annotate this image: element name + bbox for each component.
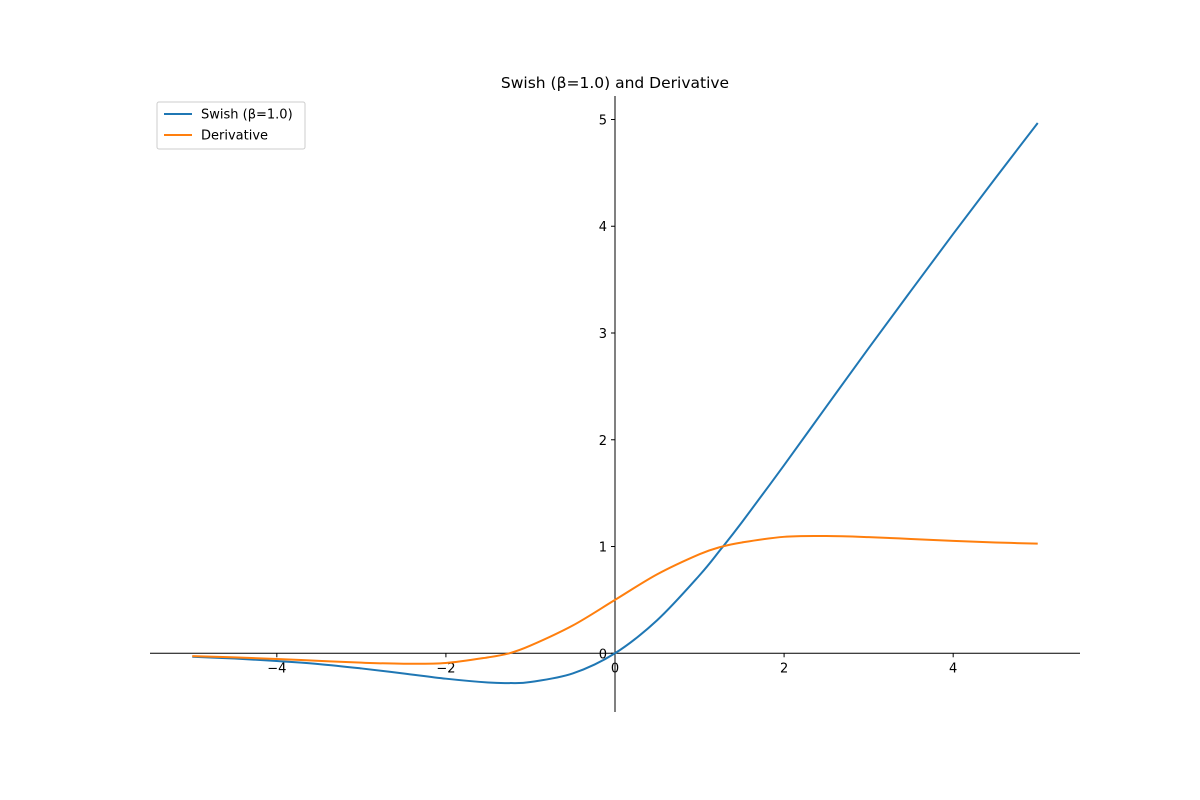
y-tick-label: 3 [599, 327, 607, 342]
series-line-derivative [192, 534, 1038, 665]
y-tick-label: 1 [599, 541, 607, 556]
x-tick-label: 0 [611, 661, 619, 676]
y-tick-label: 4 [599, 220, 607, 235]
y-tick-label: 5 [599, 113, 607, 128]
chart-title: Swish (β=1.0) and Derivative [501, 74, 729, 92]
x-tick-label: −4 [267, 661, 286, 676]
legend-label-swish: Swish (β=1.0) [201, 108, 293, 123]
legend-frame [156, 101, 306, 150]
series-line-swish [192, 122, 1039, 685]
legend-label-derivative: Derivative [201, 129, 268, 144]
x-tick-label: 2 [780, 661, 788, 676]
legend: Swish (β=1.0) Derivative [156, 101, 306, 150]
y-tick-label: 0 [599, 647, 607, 662]
series-layer [192, 122, 1039, 685]
y-tick-label: 2 [599, 434, 607, 449]
x-tick-label: 4 [949, 661, 957, 676]
x-tick-label: −2 [436, 661, 455, 676]
